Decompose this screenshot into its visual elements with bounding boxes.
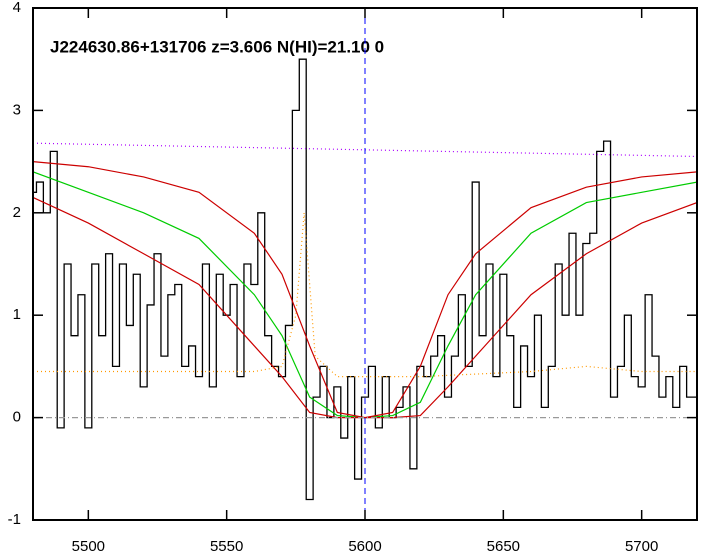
series-line	[33, 196, 697, 419]
y-tick-label: 4	[13, 0, 21, 16]
x-tick-label: 5700	[625, 538, 658, 555]
series-line	[33, 212, 697, 378]
y-tick-label: 3	[13, 101, 21, 118]
y-tick-label: 1	[13, 306, 21, 323]
y-tick-label: 2	[13, 204, 21, 221]
y-tick-label: 0	[13, 409, 21, 426]
x-tick-label: 5550	[210, 538, 243, 555]
x-tick-label: 5650	[487, 538, 520, 555]
x-tick-label: 5600	[348, 538, 381, 555]
x-tick-label: 5500	[72, 538, 105, 555]
y-tick-label: -1	[8, 511, 21, 528]
series-line	[33, 58, 697, 501]
chart-title: J224630.86+131706 z=3.606 N(HI)=21.10 0	[50, 37, 384, 56]
